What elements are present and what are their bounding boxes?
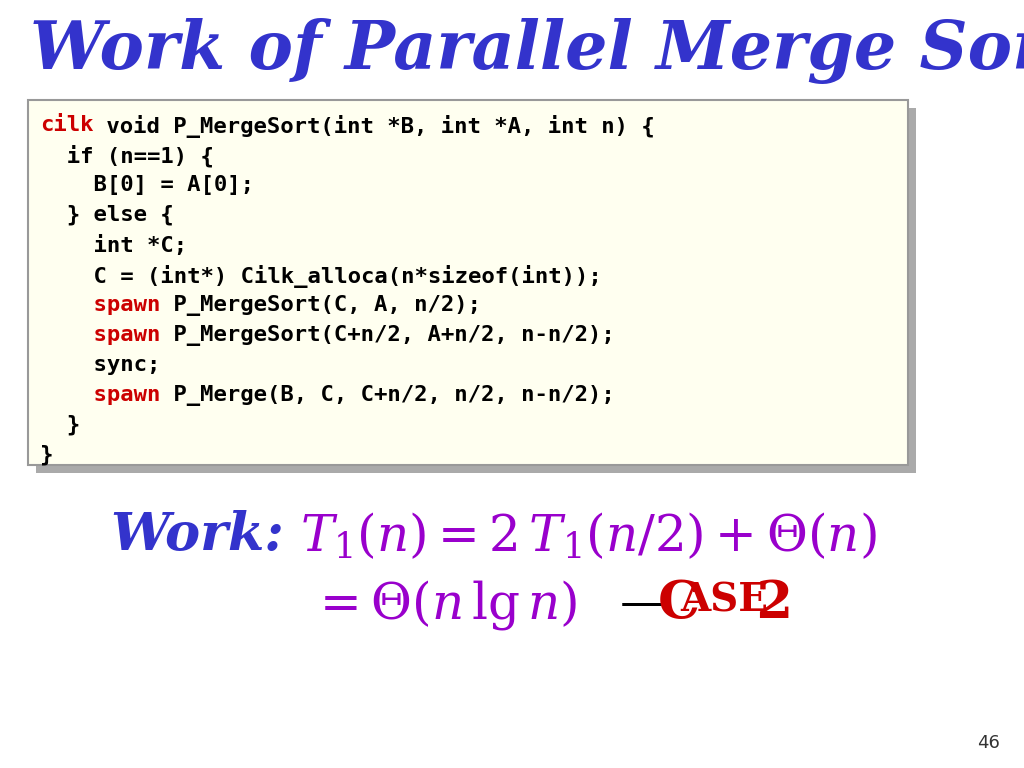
Text: spawn: spawn xyxy=(40,385,161,405)
Text: spawn: spawn xyxy=(40,295,161,315)
Text: } else {: } else { xyxy=(40,205,174,226)
Text: $T_1(n) = 2\,T_1(n/2) + \Theta(n)$: $T_1(n) = 2\,T_1(n/2) + \Theta(n)$ xyxy=(300,510,877,561)
Text: Work of Parallel Merge Sort: Work of Parallel Merge Sort xyxy=(30,18,1024,84)
Text: P_MergeSort(C+n/2, A+n/2, n-n/2);: P_MergeSort(C+n/2, A+n/2, n-n/2); xyxy=(160,325,615,346)
Text: void P_MergeSort(int *B, int *A, int n) {: void P_MergeSort(int *B, int *A, int n) … xyxy=(93,115,655,138)
Text: 46: 46 xyxy=(977,734,1000,752)
Text: sync;: sync; xyxy=(40,355,161,375)
Text: 2: 2 xyxy=(738,578,794,629)
Text: P_MergeSort(C, A, n/2);: P_MergeSort(C, A, n/2); xyxy=(160,295,481,316)
Text: —: — xyxy=(620,580,670,630)
FancyBboxPatch shape xyxy=(28,100,908,465)
Text: if (n==1) {: if (n==1) { xyxy=(40,145,214,167)
Text: B[0] = A[0];: B[0] = A[0]; xyxy=(40,175,254,195)
Text: spawn: spawn xyxy=(40,325,161,345)
Text: C: C xyxy=(658,578,700,629)
Text: ASE: ASE xyxy=(680,582,768,620)
Text: cilk: cilk xyxy=(40,115,93,135)
FancyBboxPatch shape xyxy=(36,108,916,473)
Text: $= \Theta(n\,\mathrm{lg}\,n)$: $= \Theta(n\,\mathrm{lg}\,n)$ xyxy=(310,578,578,632)
Text: }: } xyxy=(40,445,53,465)
Text: Work:: Work: xyxy=(110,510,284,561)
Text: C = (int*) Cilk_alloca(n*sizeof(int));: C = (int*) Cilk_alloca(n*sizeof(int)); xyxy=(40,265,602,288)
Text: }: } xyxy=(40,415,80,435)
Text: int *C;: int *C; xyxy=(40,235,187,256)
Text: P_Merge(B, C, C+n/2, n/2, n-n/2);: P_Merge(B, C, C+n/2, n/2, n-n/2); xyxy=(160,385,615,406)
